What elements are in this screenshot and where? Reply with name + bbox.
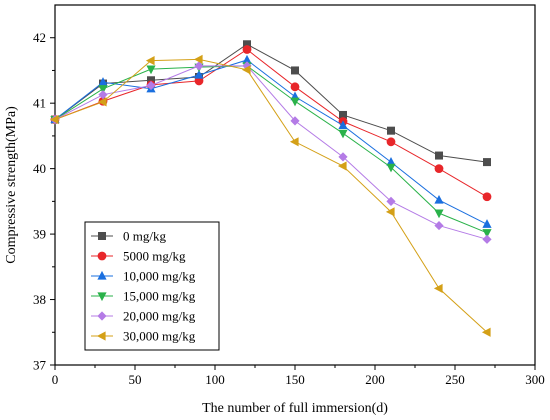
data-point [386,163,396,173]
y-tick-label: 42 [33,30,46,45]
series-line [54,65,488,240]
data-point [338,152,348,162]
data-point [243,40,251,49]
legend-marker [97,251,107,261]
legend-marker [96,331,106,341]
x-tick-label: 0 [52,372,59,387]
x-tick-label: 300 [525,372,545,387]
data-point [290,97,300,107]
legend: 0 mg/kg 5000 mg/kg 10,000 mg/kg 15,000 mg/k… [84,221,220,351]
data-point [97,97,107,107]
data-point [338,129,348,139]
x-axis: 0 50 100 150 200 250 300 [52,365,545,387]
data-point [194,61,204,71]
legend-label: 15,000 mg/kg [123,289,196,304]
data-point [434,194,444,204]
data-point [385,207,395,217]
series-layer [49,40,492,337]
y-axis-title: Compressive strength(MPa) [4,106,19,264]
x-tick-label: 200 [365,372,385,387]
x-tick-label: 150 [285,372,305,387]
data-point [242,61,252,71]
x-tick-label: 100 [205,372,225,387]
data-point [194,69,204,79]
data-point [242,54,252,64]
legend-label: 30,000 mg/kg [123,329,196,344]
legend-item: 0 mg/kg [91,229,166,244]
data-point [193,54,203,64]
data-point [481,327,491,337]
x-tick-label: 250 [445,372,465,387]
series-4 [50,62,492,238]
legend-marker [97,270,107,280]
data-point [482,219,492,228]
legend-label: 20,000 mg/kg [123,309,196,324]
data-point [289,137,299,147]
data-point [386,137,396,147]
y-tick-label: 40 [33,161,46,176]
series-line [54,65,488,234]
data-point [387,126,395,135]
data-point [338,120,348,130]
legend-item: 15,000 mg/kg [91,289,196,304]
series-1 [51,40,491,167]
legend-box [84,221,220,351]
legend-item: 20,000 mg/kg [91,309,196,324]
data-point [433,283,443,294]
data-point [146,65,156,75]
data-point [386,196,396,206]
data-point [145,56,155,66]
data-point [337,161,347,171]
data-point [146,80,156,91]
legend-label: 10,000 mg/kg [123,269,196,284]
series-line [54,48,488,198]
legend-marker [97,292,107,302]
series-3 [50,54,492,228]
x-axis-title: The number of full immersion(d) [202,401,388,416]
data-point [242,45,252,54]
data-point [147,76,155,85]
y-tick-label: 41 [33,96,46,111]
data-point [435,151,443,160]
data-point [194,76,204,86]
data-point [241,65,251,75]
legend-item: 10,000 mg/kg [91,269,196,284]
series-line [54,59,488,225]
data-point [290,116,300,126]
series-6 [49,54,491,337]
data-point [49,114,59,125]
y-axis: 37 38 39 40 41 42 [33,30,55,373]
legend-item: 5000 mg/kg [91,249,186,264]
data-point [98,77,108,86]
legend-label: 0 mg/kg [123,229,166,244]
y-tick-label: 37 [33,358,47,373]
data-point [482,229,492,238]
data-point [434,220,444,231]
data-point [482,192,492,202]
legend-item: 30,000 mg/kg [91,329,196,344]
data-point [290,82,300,92]
legend-label: 5000 mg/kg [123,249,186,264]
data-point [98,85,108,94]
series-line [54,43,488,163]
x-tick-label: 50 [129,372,142,387]
series-line [54,58,488,333]
data-point [339,110,347,119]
data-point [386,156,396,166]
data-point [98,90,108,100]
y-tick-label: 39 [33,227,46,242]
data-point [291,66,299,75]
series-2 [50,45,492,202]
legend-marker [98,232,106,240]
series-5 [50,61,492,244]
data-point [434,164,444,174]
legend-marker [97,311,107,321]
data-point [434,209,444,219]
data-point [482,234,492,244]
y-tick-label: 38 [33,292,46,307]
data-point [483,158,491,167]
